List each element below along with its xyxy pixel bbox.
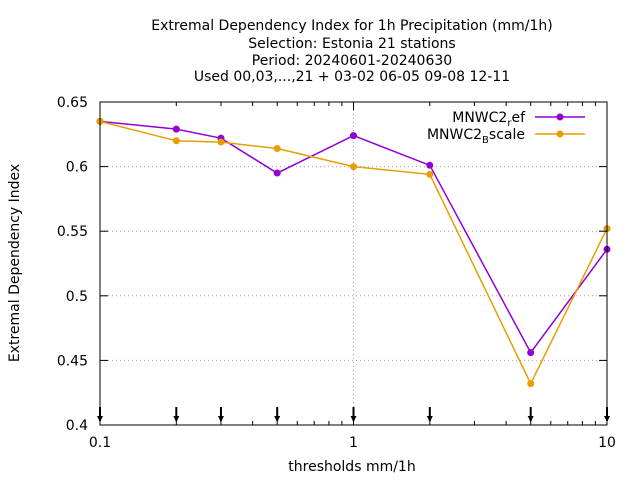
threshold-marker-arrow bbox=[527, 416, 534, 422]
chart-title: Extremal Dependency Index for 1h Precipi… bbox=[151, 18, 552, 85]
data-point-series-2 bbox=[273, 145, 281, 153]
y-tick-label: 0.45 bbox=[57, 353, 88, 369]
y-tick-label: 0.5 bbox=[66, 289, 88, 305]
title-line-4: Used 00,03,...,21 + 03-02 06-05 09-08 12… bbox=[194, 69, 510, 85]
legend-label-1: MNWC2ref bbox=[452, 110, 526, 129]
y-axis-ticks: 0.4 0.45 0.5 0.55 0.6 0.65 bbox=[57, 95, 607, 434]
y-tick-label: 0.65 bbox=[57, 95, 88, 111]
legend-swatch-point-2 bbox=[556, 130, 564, 138]
data-point-series-2 bbox=[527, 380, 535, 388]
data-point-series-2 bbox=[172, 137, 180, 145]
title-line-2: Selection: Estonia 21 stations bbox=[248, 36, 455, 52]
legend-label-2: MNWC2Bscale bbox=[427, 127, 525, 146]
title-line-3: Period: 20240601-20240630 bbox=[252, 53, 452, 69]
threshold-marker-arrow bbox=[426, 416, 433, 422]
data-point-series-2 bbox=[217, 138, 225, 146]
data-point-series-1 bbox=[527, 349, 535, 357]
y-axis-label: Extremal Dependency Index bbox=[7, 164, 23, 362]
data-point-series-1 bbox=[350, 132, 357, 140]
title-line-1: Extremal Dependency Index for 1h Precipi… bbox=[151, 18, 552, 34]
threshold-marker-arrow bbox=[217, 416, 224, 422]
series-line-1 bbox=[99, 120, 608, 354]
data-point-series-2 bbox=[350, 163, 357, 171]
series-line-2 bbox=[99, 120, 608, 386]
y-tick-label: 0.4 bbox=[66, 418, 88, 434]
data-point-series-1 bbox=[426, 161, 434, 169]
legend-swatch-point-1 bbox=[556, 113, 564, 121]
data-point-series-1 bbox=[273, 169, 281, 177]
x-tick-label: 0.1 bbox=[89, 435, 111, 451]
data-point-series-1 bbox=[172, 125, 180, 133]
threshold-marker-arrow bbox=[274, 416, 281, 422]
y-tick-label: 0.55 bbox=[57, 224, 88, 240]
series-lines bbox=[96, 117, 611, 388]
data-point-series-2 bbox=[426, 170, 434, 178]
threshold-marker-arrow bbox=[173, 416, 180, 422]
x-tick-label: 10 bbox=[598, 435, 616, 451]
x-axis-ticks: 0.1 1 10 bbox=[89, 102, 616, 451]
x-tick-label: 1 bbox=[349, 435, 358, 451]
x-axis-label: thresholds mm/1h bbox=[288, 459, 415, 475]
y-tick-label: 0.6 bbox=[66, 160, 88, 176]
grid bbox=[100, 102, 607, 425]
